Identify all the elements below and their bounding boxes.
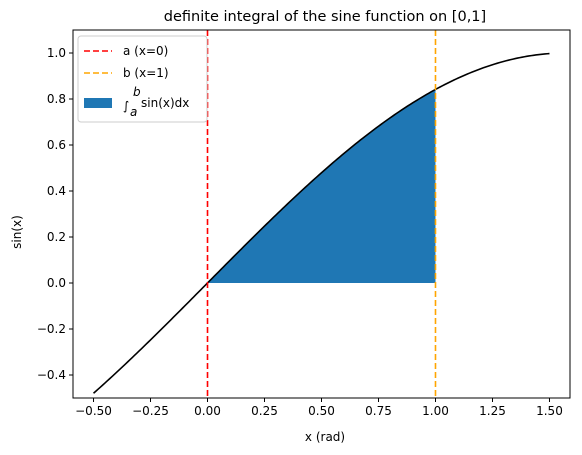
x-tick-label: 1.50 xyxy=(536,404,563,418)
y-axis-ticks: −0.4 −0.2 0.0 0.2 0.4 0.6 0.8 1.0 xyxy=(37,46,73,382)
y-tick-label: 1.0 xyxy=(47,46,66,60)
x-tick-label: 0.75 xyxy=(365,404,392,418)
y-axis-label: sin(x) xyxy=(10,215,24,249)
x-tick-label: 0.25 xyxy=(251,404,278,418)
x-tick-label: 0.50 xyxy=(308,404,335,418)
legend-integral-lower: a xyxy=(130,105,137,119)
x-axis-ticks: −0.50 −0.25 0.00 0.25 0.50 0.75 1.00 1.25 1.50 xyxy=(75,398,563,418)
sine-curve xyxy=(92,52,550,394)
x-tick-label: 0.00 xyxy=(194,404,221,418)
legend-integral-upper: b xyxy=(133,85,141,99)
legend: a (x=0) b (x=1) ∫ ba sin(x)dx xyxy=(77,35,208,123)
legend-label-a: a (x=0) xyxy=(123,44,168,58)
y-tick-label: 0.6 xyxy=(47,138,66,152)
y-tick-label: 0.4 xyxy=(47,184,66,198)
x-tick-label: 1.25 xyxy=(479,404,506,418)
y-tick-label: 0.2 xyxy=(47,230,66,244)
legend-swatch-area xyxy=(84,98,112,108)
y-tick-label: 0.0 xyxy=(47,276,66,290)
legend-integral-sign: ∫ xyxy=(123,99,129,113)
legend-label-area: sin(x)dx xyxy=(141,96,189,110)
y-tick-label: −0.4 xyxy=(37,368,66,382)
x-tick-label: −0.50 xyxy=(75,404,112,418)
y-tick-label: 0.8 xyxy=(47,92,66,106)
x-tick-label: 1.00 xyxy=(422,404,449,418)
x-axis-label: x (rad) xyxy=(305,430,345,444)
plot-area xyxy=(92,30,550,398)
chart-title: definite integral of the sine function o… xyxy=(164,9,486,25)
x-tick-label: −0.25 xyxy=(132,404,169,418)
y-tick-label: −0.2 xyxy=(37,322,66,336)
integral-area xyxy=(207,89,436,283)
legend-label-b: b (x=1) xyxy=(123,66,169,80)
